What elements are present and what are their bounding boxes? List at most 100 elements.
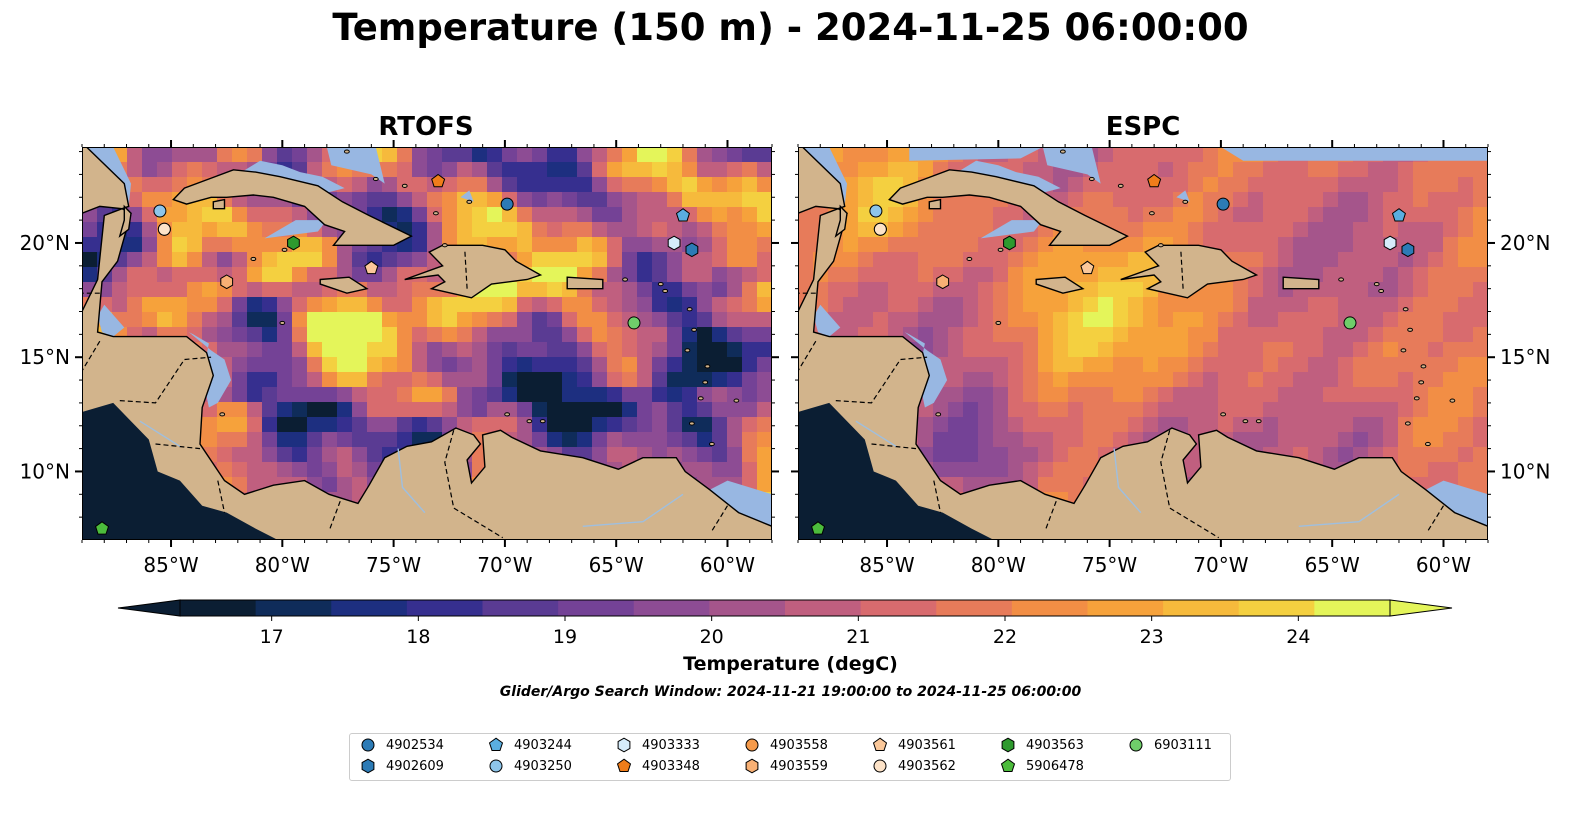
pacific-ocean xyxy=(798,402,994,540)
small-island xyxy=(697,396,704,401)
island xyxy=(1120,244,1259,299)
country-border xyxy=(217,480,226,513)
legend-label: 4903562 xyxy=(898,758,956,774)
small-island xyxy=(1149,211,1155,216)
rtofs-panel-title: RTOFS xyxy=(378,112,474,142)
small-island xyxy=(1338,277,1344,282)
shallow-shelf xyxy=(97,304,125,337)
colorbar-extend-max xyxy=(1389,599,1453,617)
float-marker-6903111 xyxy=(1343,316,1357,330)
shallow-shelf xyxy=(980,220,1043,239)
legend-marker-4903244 xyxy=(488,737,504,751)
colorbar-bin xyxy=(936,600,1013,616)
lon-tick-label: 80°W xyxy=(255,553,310,577)
country-border xyxy=(798,340,817,372)
small-island xyxy=(688,421,695,426)
lon-tick-label: 70°W xyxy=(477,553,532,577)
float-marker-4902609 xyxy=(685,242,699,258)
small-island xyxy=(686,307,693,312)
island xyxy=(1282,276,1320,290)
small-island xyxy=(657,281,664,287)
lon-tick-label: 65°W xyxy=(589,553,644,577)
small-island xyxy=(433,211,439,216)
legend-item: 4903250 xyxy=(488,758,572,774)
small-island xyxy=(372,176,379,182)
float-marker-5906478 xyxy=(95,521,110,535)
shallow-shelf xyxy=(264,220,327,239)
float-marker-4903244 xyxy=(1391,208,1406,222)
country-border xyxy=(1180,249,1184,289)
island xyxy=(928,198,942,210)
colorbar-extend-min xyxy=(117,599,181,617)
float-marker-4903563 xyxy=(1003,235,1016,251)
shallow-shelf xyxy=(237,160,345,193)
shallow-shelf xyxy=(709,480,772,527)
country-border xyxy=(711,505,729,532)
legend-marker-4903563 xyxy=(1001,737,1015,753)
legend-label: 4903333 xyxy=(642,737,700,753)
shallow-shelf xyxy=(909,147,1043,161)
legend-marker-4903333 xyxy=(617,737,631,753)
colorbar-bin xyxy=(709,600,786,616)
small-island xyxy=(935,412,942,417)
legend-label: 6903111 xyxy=(1154,737,1212,753)
small-island xyxy=(997,247,1004,252)
small-island xyxy=(1220,412,1227,417)
small-island xyxy=(1373,281,1380,287)
float-marker-4903348 xyxy=(1147,173,1162,188)
colorbar-bin xyxy=(633,600,710,616)
island xyxy=(212,198,226,210)
float-marker-4902534 xyxy=(1216,197,1230,211)
float-marker-4902534 xyxy=(500,197,514,211)
colorbar-tick-label: 19 xyxy=(553,626,577,648)
colorbar-tick-label: 21 xyxy=(846,626,870,648)
legend-marker-4902609 xyxy=(361,758,375,774)
colorbar-tick-label: 24 xyxy=(1286,626,1310,648)
legend-item: 4902534 xyxy=(360,737,444,753)
colorbar-tick-label: 23 xyxy=(1140,626,1164,648)
small-island xyxy=(343,149,350,154)
float-marker-4902609 xyxy=(1401,242,1415,258)
country-border xyxy=(119,356,212,404)
river xyxy=(582,493,684,527)
small-island xyxy=(1404,421,1411,426)
lon-tick-label: 60°W xyxy=(700,553,755,577)
river xyxy=(855,420,897,447)
float-marker-4903250 xyxy=(153,204,167,218)
legend-label: 4903250 xyxy=(514,758,572,774)
small-island xyxy=(691,327,697,332)
legend-item: 4903561 xyxy=(872,737,956,753)
legend-label: 4903348 xyxy=(642,758,700,774)
colorbar-bin xyxy=(406,600,483,616)
country-border xyxy=(1044,500,1057,532)
small-island xyxy=(995,320,1002,326)
small-island xyxy=(250,256,257,262)
small-island xyxy=(1088,176,1095,182)
small-island xyxy=(684,348,691,353)
legend-item: 4902609 xyxy=(360,758,444,774)
small-island xyxy=(539,419,546,424)
shallow-shelf xyxy=(1220,147,1488,161)
small-island xyxy=(441,243,448,248)
legend-item: 4903563 xyxy=(1000,737,1084,753)
country-border xyxy=(328,500,341,532)
float-marker-6903111 xyxy=(627,316,641,330)
lat-tick-label: 15°N xyxy=(20,345,70,369)
espc-map xyxy=(798,147,1488,540)
float-marker-4903561 xyxy=(1080,260,1095,275)
float-marker-4903559 xyxy=(936,274,950,290)
small-island xyxy=(1402,307,1409,312)
shallow-shelf xyxy=(813,304,841,337)
country-border xyxy=(1427,505,1445,532)
small-island xyxy=(1182,199,1189,204)
legend-label: 4902534 xyxy=(386,737,444,753)
float-marker-4903244 xyxy=(675,208,690,222)
small-island xyxy=(281,247,288,252)
country-border xyxy=(933,480,942,513)
lon-tick-label: 60°W xyxy=(1416,553,1471,577)
small-island xyxy=(1378,288,1385,294)
colorbar-tick-label: 18 xyxy=(406,626,430,648)
colorbar-bin xyxy=(1087,600,1164,616)
legend-item: 4903558 xyxy=(744,737,828,753)
legend-item: 6903111 xyxy=(1128,737,1212,753)
